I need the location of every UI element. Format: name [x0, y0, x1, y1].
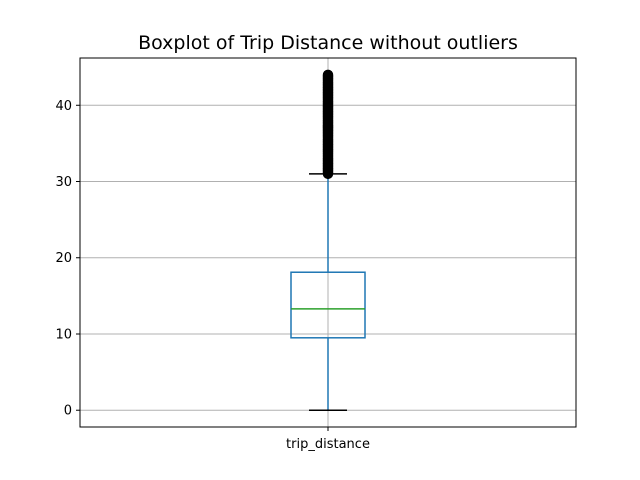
box-layer	[290, 69, 366, 411]
y-tick-label: 30	[55, 175, 72, 190]
x-tick-label: trip_distance	[286, 437, 370, 452]
axis-layer: 0 10 20 30 40 trip_distance	[55, 99, 369, 452]
chart-title: Boxplot of Trip Distance without outlier…	[138, 32, 518, 54]
y-tick-label: 0	[64, 404, 72, 419]
y-tick-label: 10	[55, 327, 72, 342]
plot-frame	[79, 57, 577, 428]
y-tick-label: 40	[55, 99, 72, 114]
outlier-point	[322, 69, 334, 80]
y-tick-label: 20	[55, 251, 72, 266]
iqr-box	[290, 271, 366, 339]
